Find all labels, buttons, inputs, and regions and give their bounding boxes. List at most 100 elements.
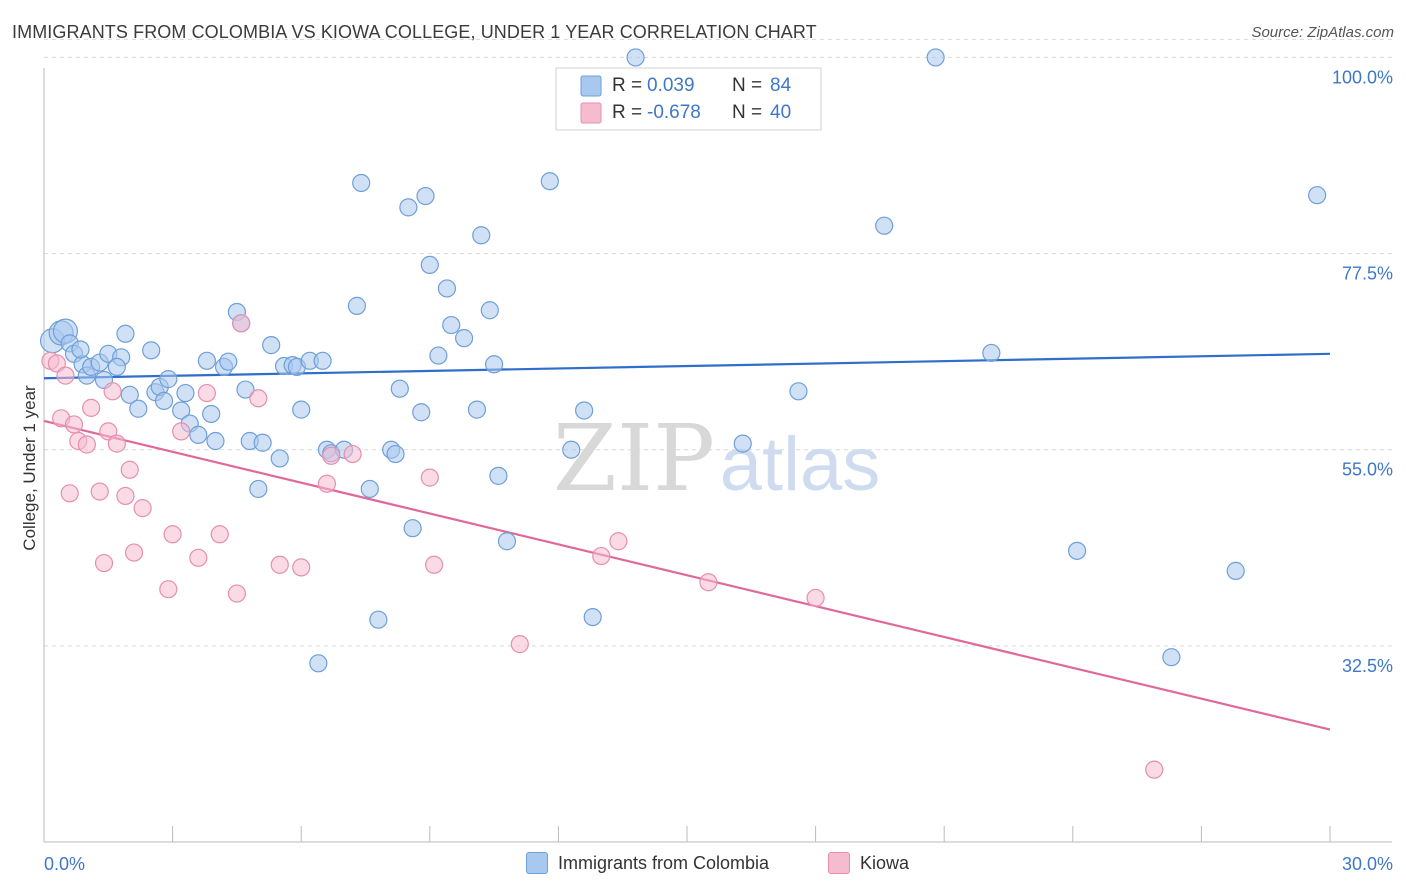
legend-swatch-colombia bbox=[580, 75, 602, 97]
source-label: Source: ZipAtlas.com bbox=[1251, 24, 1394, 41]
y-tick-label-2: 55.0% bbox=[1342, 460, 1393, 480]
bottom-legend: Immigrants from Colombia Kiowa bbox=[0, 852, 1406, 878]
legend-n-value-0: 84 bbox=[770, 75, 792, 96]
point-kiowa-20 bbox=[172, 422, 191, 441]
x-tick-label-1: 30.0% bbox=[1342, 854, 1393, 874]
trend-line-kiowa bbox=[43, 419, 1331, 731]
watermark-zip: ZIP bbox=[553, 405, 715, 512]
point-colombia-45 bbox=[313, 351, 332, 370]
y-tick-label-3: 32.5% bbox=[1342, 656, 1393, 676]
y-tick-label-0: 100.0% bbox=[1332, 67, 1393, 87]
point-colombia-63 bbox=[442, 315, 461, 335]
point-colombia-17 bbox=[142, 341, 161, 360]
point-kiowa-35 bbox=[592, 546, 611, 566]
point-colombia-38 bbox=[270, 449, 289, 468]
point-kiowa-9 bbox=[90, 482, 109, 501]
point-kiowa-22 bbox=[197, 383, 216, 403]
point-colombia-51 bbox=[360, 479, 379, 499]
point-kiowa-36 bbox=[609, 532, 628, 551]
legend-swatch-blue bbox=[526, 852, 548, 874]
point-colombia-67 bbox=[480, 301, 499, 320]
point-colombia-75 bbox=[626, 48, 645, 67]
point-colombia-83 bbox=[1226, 561, 1245, 580]
point-kiowa-37 bbox=[699, 573, 718, 592]
point-colombia-21 bbox=[159, 370, 178, 389]
trend-lines bbox=[43, 352, 1331, 731]
point-kiowa-21 bbox=[189, 548, 208, 567]
point-colombia-60 bbox=[420, 255, 439, 275]
point-kiowa-32 bbox=[420, 468, 439, 487]
point-colombia-74 bbox=[583, 607, 602, 627]
point-colombia-12 bbox=[116, 324, 135, 343]
point-colombia-62 bbox=[437, 279, 457, 298]
point-kiowa-16 bbox=[124, 543, 144, 562]
point-colombia-27 bbox=[202, 404, 221, 424]
legend-swatch-kiowa bbox=[580, 102, 602, 124]
point-colombia-66 bbox=[472, 226, 491, 245]
point-kiowa-7 bbox=[77, 435, 96, 454]
point-kiowa-14 bbox=[116, 486, 135, 506]
point-kiowa-24 bbox=[227, 584, 246, 603]
point-kiowa-27 bbox=[270, 555, 289, 574]
point-colombia-44 bbox=[309, 654, 328, 673]
x-tick-label-0: 0.0% bbox=[44, 854, 85, 874]
point-colombia-56 bbox=[399, 198, 418, 217]
point-colombia-64 bbox=[454, 329, 474, 348]
point-kiowa-38 bbox=[806, 588, 825, 608]
trend-line-colombia bbox=[43, 352, 1331, 380]
point-kiowa-30 bbox=[322, 446, 341, 465]
point-kiowa-4 bbox=[60, 484, 79, 503]
point-colombia-35 bbox=[249, 479, 268, 499]
point-kiowa-33 bbox=[424, 555, 444, 574]
legend-label-colombia: Immigrants from Colombia bbox=[558, 852, 770, 873]
point-colombia-30 bbox=[219, 352, 238, 371]
point-kiowa-3 bbox=[56, 366, 75, 385]
gridlines bbox=[44, 38, 1392, 647]
legend-r-label-0: R = bbox=[612, 75, 642, 96]
point-colombia-42 bbox=[292, 400, 311, 419]
point-colombia-76 bbox=[733, 434, 752, 453]
point-colombia-73 bbox=[575, 401, 594, 420]
point-colombia-14 bbox=[107, 357, 126, 377]
point-colombia-70 bbox=[497, 532, 517, 551]
point-kiowa-29 bbox=[317, 474, 337, 493]
legend-r-value-0: 0.039 bbox=[647, 75, 695, 96]
point-colombia-84 bbox=[1308, 186, 1327, 205]
point-colombia-49 bbox=[347, 296, 367, 315]
legend-item-kiowa[interactable]: Kiowa bbox=[828, 852, 909, 874]
data-points bbox=[39, 48, 1327, 779]
point-colombia-36 bbox=[253, 433, 272, 452]
point-kiowa-13 bbox=[107, 434, 126, 453]
point-colombia-20 bbox=[154, 391, 174, 410]
point-kiowa-10 bbox=[94, 553, 114, 573]
point-colombia-52 bbox=[369, 610, 388, 629]
legend-label-kiowa: Kiowa bbox=[860, 852, 910, 873]
point-kiowa-34 bbox=[510, 635, 529, 654]
legend-item-colombia[interactable]: Immigrants from Colombia bbox=[526, 852, 769, 874]
point-colombia-72 bbox=[562, 440, 581, 459]
point-kiowa-15 bbox=[120, 460, 139, 479]
point-kiowa-17 bbox=[133, 499, 152, 518]
point-kiowa-5 bbox=[64, 415, 84, 434]
point-colombia-23 bbox=[176, 383, 195, 403]
point-kiowa-12 bbox=[103, 382, 122, 401]
axes bbox=[43, 68, 1392, 843]
point-kiowa-28 bbox=[292, 558, 311, 577]
point-colombia-71 bbox=[540, 172, 559, 191]
point-colombia-77 bbox=[789, 382, 808, 401]
legend-n-value-1: 40 bbox=[770, 102, 791, 123]
legend-r-value-1: -0.678 bbox=[647, 102, 701, 123]
point-kiowa-23 bbox=[210, 525, 229, 544]
point-colombia-81 bbox=[1067, 541, 1087, 560]
legend-r-label-1: R = bbox=[612, 102, 642, 123]
y-tick-label-1: 77.5% bbox=[1342, 264, 1393, 284]
point-colombia-58 bbox=[403, 519, 422, 538]
point-colombia-59 bbox=[412, 403, 431, 422]
point-colombia-33 bbox=[236, 380, 255, 399]
point-kiowa-26 bbox=[249, 389, 268, 408]
point-colombia-57 bbox=[416, 186, 435, 206]
point-colombia-78 bbox=[875, 216, 894, 235]
point-colombia-54 bbox=[386, 444, 405, 464]
correlation-legend: R = 0.039 N = 84 R = -0.678 N = 40 bbox=[555, 67, 822, 131]
